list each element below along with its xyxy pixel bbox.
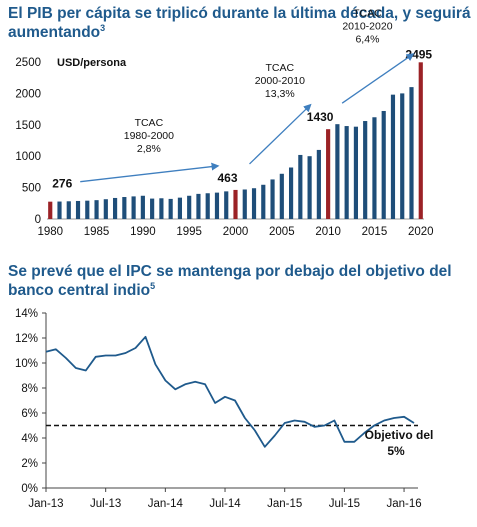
bar	[288, 167, 294, 219]
bar	[418, 62, 423, 220]
x-tick-label: Jan-15	[267, 498, 302, 510]
y-tick-label: 500	[22, 183, 41, 195]
x-tick-label: 1980	[37, 226, 63, 238]
bar	[344, 126, 349, 219]
bar	[75, 200, 81, 219]
bar	[409, 87, 414, 220]
x-tick-label: Jul-15	[329, 498, 360, 510]
growth-arrow	[80, 162, 220, 183]
y-tick-label: 4%	[21, 433, 38, 445]
x-tick-label: Jul-13	[90, 498, 121, 510]
unit-label: USD/persona	[57, 57, 127, 69]
bar	[94, 200, 99, 219]
y-tick-label: 2%	[21, 458, 38, 470]
y-tick-label: 1000	[15, 151, 41, 163]
x-tick-label: 2005	[269, 226, 295, 238]
y-tick-label: 10%	[15, 358, 38, 370]
x-tick-label: 2015	[362, 226, 388, 238]
growth-arrow	[341, 53, 415, 104]
bar	[131, 196, 136, 219]
chart1-title: El PIB per cápita se triplicó durante la…	[8, 5, 471, 41]
bar	[214, 192, 220, 219]
bar	[353, 126, 359, 219]
cpi-series-line	[45, 335, 415, 448]
bar	[307, 156, 312, 219]
cagr-annotation-line: TCAC	[266, 62, 295, 74]
bar	[205, 193, 210, 219]
bar	[103, 199, 108, 219]
bar	[48, 201, 53, 219]
bar	[242, 189, 247, 219]
bar	[85, 200, 90, 219]
bar	[381, 110, 386, 219]
cagr-annotation-line: 2010-2020	[342, 20, 392, 32]
bar	[261, 184, 266, 219]
y-tick-label: 1500	[15, 120, 41, 132]
x-tick-label: Jan-14	[148, 498, 184, 510]
target-label-line: 5%	[387, 444, 405, 458]
bar	[270, 179, 275, 219]
value-label: 1430	[307, 110, 334, 124]
value-label: 463	[217, 171, 237, 185]
bar	[112, 197, 118, 219]
cagr-annotation-line: 2,8%	[137, 143, 161, 155]
bar	[372, 117, 377, 219]
bar	[251, 188, 257, 219]
y-tick-label: 8%	[21, 383, 38, 395]
bar	[316, 149, 321, 219]
x-tick-label: Jul-14	[209, 498, 241, 510]
bar	[168, 198, 173, 219]
x-tick-label: Jan-13	[28, 498, 63, 510]
y-tick-label: 2000	[15, 88, 41, 100]
cagr-annotation-line: 1980-2000	[124, 130, 174, 142]
chart2-title: Se prevé que el IPC se mantenga por deba…	[8, 263, 452, 299]
bar	[298, 154, 303, 219]
target-label-line: Objetivo del	[365, 428, 434, 442]
x-tick-label: 1995	[176, 226, 202, 238]
bar	[177, 197, 183, 219]
bar	[66, 201, 71, 219]
cagr-annotation-line: TCAC	[135, 117, 164, 129]
bar	[122, 197, 127, 219]
gdp-per-capita-chart: 0 500 1000 1500 2000 2500 USD/persona 1980 1985 1…	[15, 7, 434, 238]
bar	[363, 121, 368, 219]
bar	[224, 191, 229, 219]
bar	[150, 198, 155, 219]
cagr-annotation-line: TCAC	[353, 7, 382, 19]
y-tick-label: 2500	[15, 57, 41, 69]
y-tick-label: 12%	[15, 333, 38, 345]
bar	[335, 124, 340, 219]
bar	[326, 129, 331, 219]
x-tick-label: 2010	[315, 226, 341, 238]
bar	[279, 173, 284, 219]
bar	[196, 193, 201, 219]
bar	[233, 189, 238, 219]
y-tick-label: 0%	[21, 483, 38, 495]
cagr-annotation-line: 6,4%	[355, 33, 379, 45]
x-tick-label: 2000	[223, 226, 249, 238]
growth-arrow	[249, 103, 312, 165]
x-tick-label: 2020	[408, 226, 434, 238]
x-tick-label: 1985	[84, 226, 110, 238]
bar	[187, 195, 192, 219]
cagr-annotation-line: 2000-2010	[255, 75, 305, 87]
x-tick-label: 1990	[130, 226, 156, 238]
cagr-annotation-line: 13,3%	[265, 88, 295, 100]
bar	[400, 93, 405, 219]
bar	[390, 94, 396, 219]
x-tick-label: Jan-16	[386, 498, 421, 510]
y-tick-label: 14%	[15, 308, 38, 320]
y-tick-label: 6%	[21, 408, 38, 420]
value-label: 276	[52, 177, 72, 191]
y-tick-label: 0	[35, 214, 41, 226]
bar	[159, 198, 164, 219]
bar	[140, 195, 145, 219]
bar	[57, 201, 62, 219]
